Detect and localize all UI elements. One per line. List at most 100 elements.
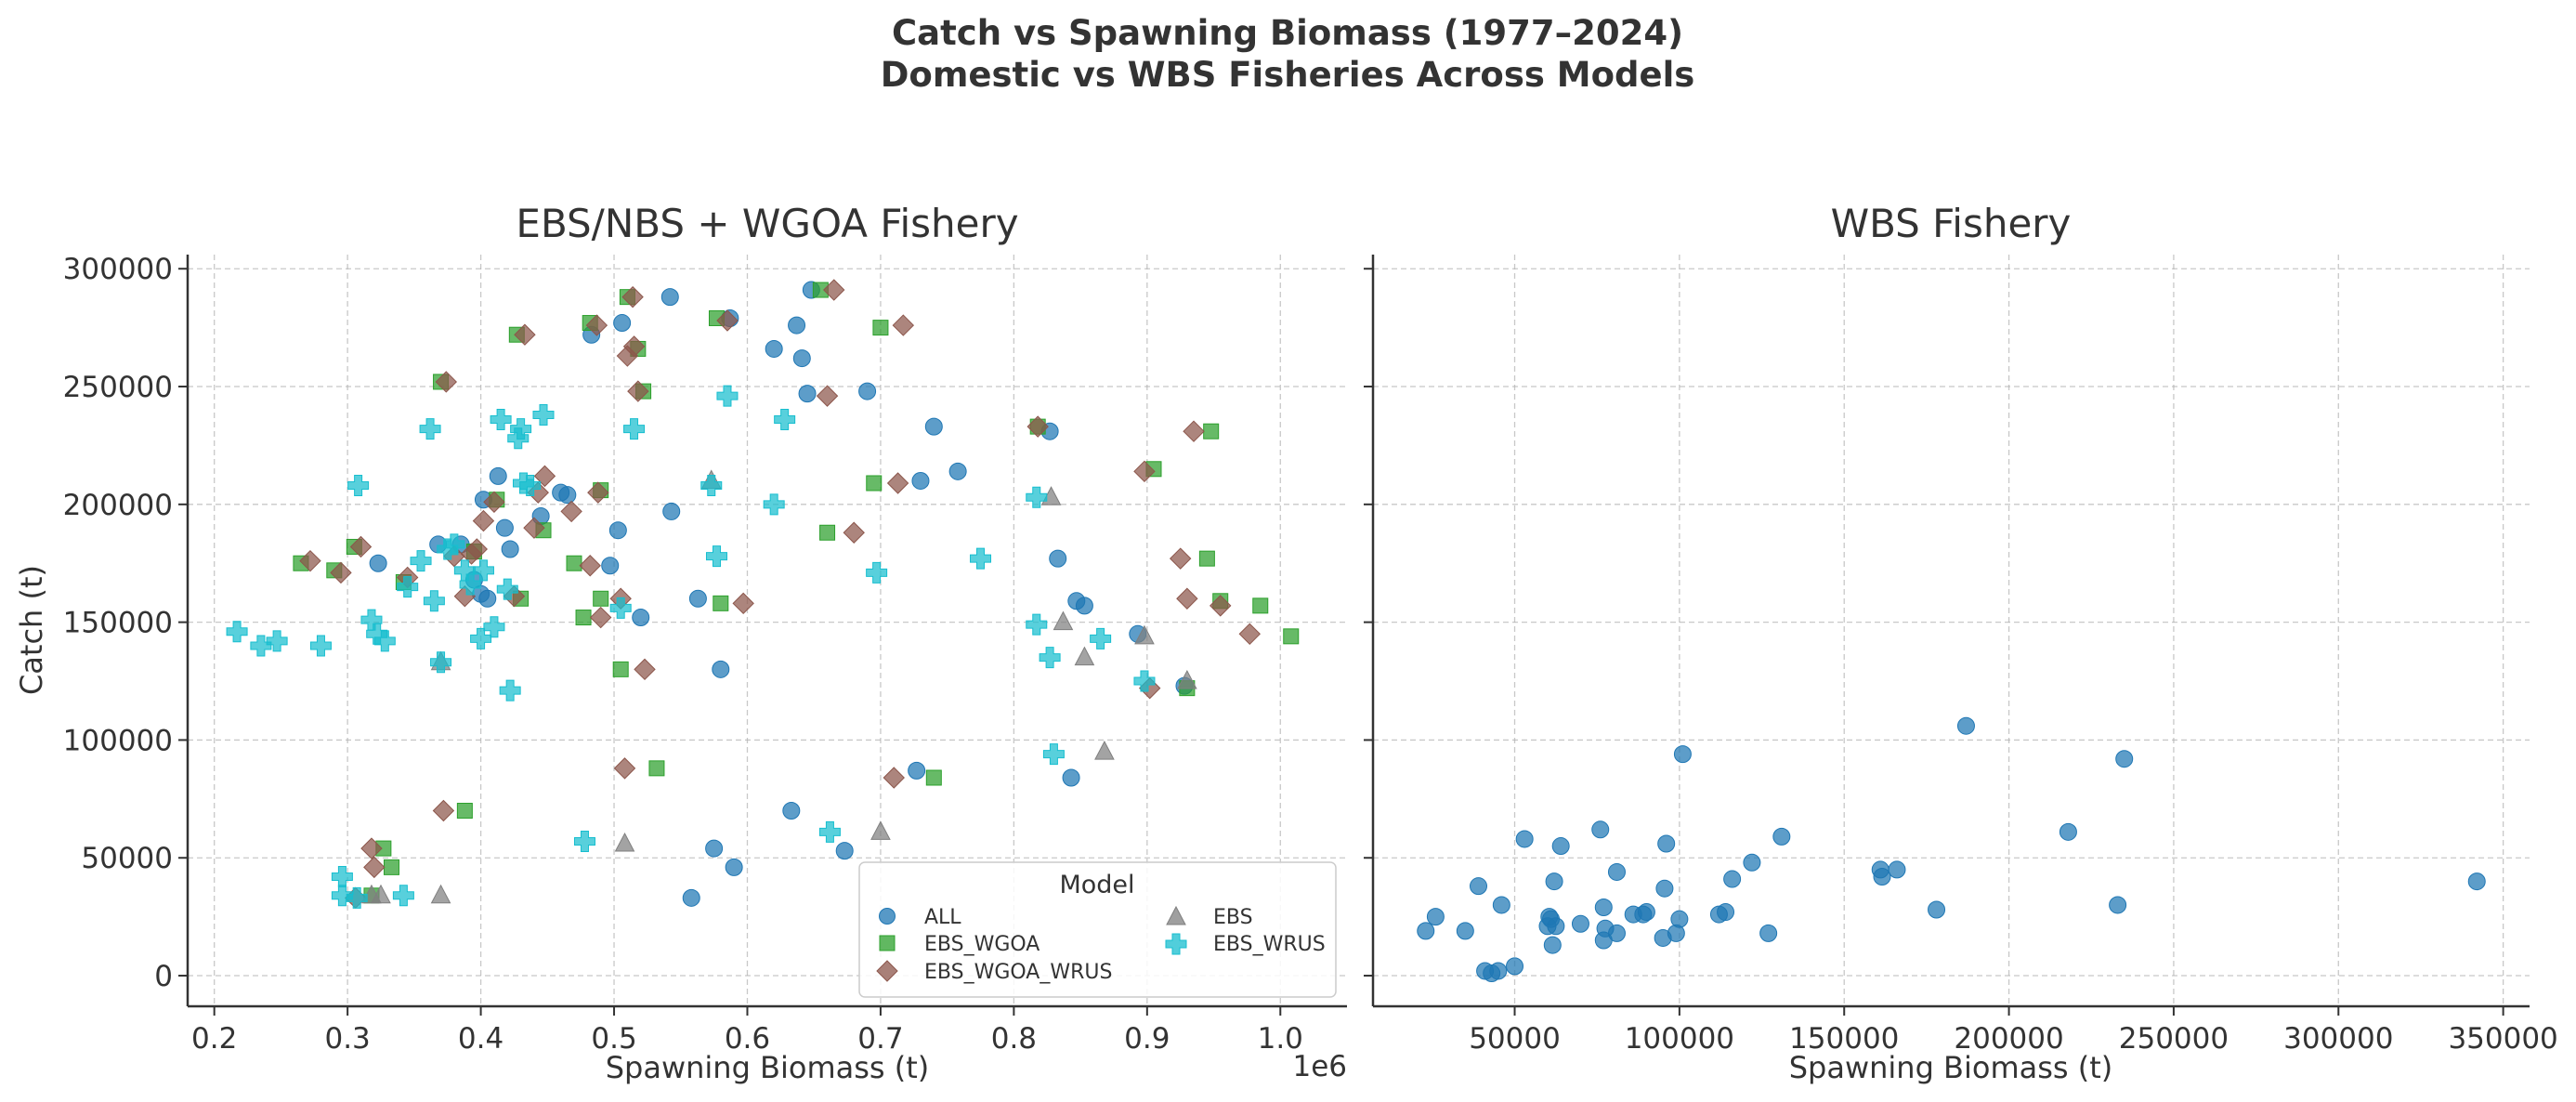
legend-marker-all (879, 908, 896, 925)
right-point-all (1873, 868, 1891, 886)
left-point-ebs (1134, 624, 1155, 645)
left-point-ebs-wgoa-wrus (465, 538, 488, 560)
figure-title-line-1: Catch vs Spawning Biomass (1977–2024) (892, 13, 1683, 53)
left-point-ebs-wgoa-wrus (732, 592, 754, 615)
right-point-all (1426, 908, 1445, 926)
right-point-all (1607, 924, 1626, 942)
right-panel-title: WBS Fishery (1831, 201, 2072, 246)
left-x-tick-label: 0.5 (591, 1022, 636, 1056)
left-point-ebs-wrus (496, 578, 518, 600)
points-left (226, 279, 1300, 910)
left-point-ebs-wrus (459, 573, 481, 596)
right-x-tick-label: 200000 (1954, 1022, 2063, 1056)
left-point-ebs-wgoa (593, 590, 609, 607)
right-point-all (1594, 898, 1613, 916)
left-point-ebs-wgoa-wrus (892, 314, 915, 336)
left-point-ebs-wrus (774, 409, 796, 431)
left-point-ebs-wgoa-wrus (634, 658, 656, 681)
left-point-all (501, 540, 519, 558)
left-point-ebs-wgoa-wrus (883, 767, 905, 789)
left-point-ebs (614, 832, 635, 852)
right-x-tick-label: 50000 (1469, 1022, 1561, 1056)
right-x-tick-label: 250000 (2119, 1022, 2229, 1056)
legend-item-ebs: EBS (1166, 905, 1253, 929)
legend-label-ebs-wgoa-wrus: EBS_WGOA_WRUS (924, 961, 1112, 984)
left-point-all (858, 382, 877, 400)
left-point-ebs-wgoa-wrus (585, 314, 608, 336)
right-point-all (1657, 834, 1676, 853)
left-panel-title: EBS/NBS + WGOA Fishery (516, 201, 1018, 246)
left-point-ebs (1177, 669, 1197, 689)
left-point-ebs-wgoa (383, 859, 399, 875)
left-x-tick-label: 0.3 (324, 1022, 370, 1056)
left-point-ebs-wrus (499, 679, 521, 702)
left-point-ebs-wgoa-wrus (560, 500, 582, 523)
legend-item-ebs-wgoa: EBS_WGOA (879, 933, 1040, 956)
legend-marker-ebs (1166, 905, 1186, 925)
legend-label-ebs: EBS (1213, 906, 1253, 929)
right-point-all (1655, 879, 1674, 898)
left-point-ebs-wrus (866, 561, 888, 584)
left-point-ebs-wrus (818, 820, 841, 843)
left-point-ebs-wgoa-wrus (523, 517, 545, 539)
left-point-all (765, 339, 783, 358)
left-point-ebs-wgoa-wrus (349, 535, 373, 558)
right-point-all (1637, 903, 1655, 922)
left-point-ebs-wrus (309, 635, 332, 657)
left-point-ebs-wrus (472, 559, 494, 582)
left-point-ebs-wgoa-wrus (432, 799, 455, 822)
left-point-ebs-wrus (1042, 743, 1065, 766)
legend-item-ebs-wrus: EBS_WRUS (1165, 933, 1326, 956)
left-point-ebs-wgoa-wrus (613, 757, 636, 780)
left-point-ebs-wrus (573, 830, 595, 852)
left-point-ebs (430, 884, 451, 904)
left-point-all (613, 314, 632, 333)
figure-title-line-2: Domestic vs WBS Fisheries Across Models (881, 55, 1695, 95)
left-point-ebs-wrus (763, 493, 785, 516)
left-point-ebs-wgoa-wrus (483, 491, 505, 513)
right-point-all (1591, 820, 1610, 839)
left-point-ebs-wgoa-wrus (1026, 415, 1049, 438)
y-tick-label: 0 (154, 960, 173, 993)
left-x-tick-label: 0.6 (725, 1022, 770, 1056)
left-point-all (558, 486, 577, 505)
left-point-ebs-wgoa-wrus (330, 561, 352, 584)
right-point-all (1723, 870, 1742, 888)
left-point-ebs (870, 820, 891, 840)
left-point-ebs-wrus (1026, 486, 1048, 508)
left-x-tick-label: 1.0 (1258, 1022, 1303, 1056)
left-point-ebs-wrus (519, 475, 542, 497)
left-x-tick-label: 0.8 (991, 1022, 1037, 1056)
left-point-all (369, 554, 387, 572)
left-point-ebs-wgoa (1283, 628, 1300, 645)
left-point-ebs-wrus (483, 616, 505, 638)
left-point-ebs-wgoa-wrus (843, 521, 865, 544)
left-point-ebs-wrus (392, 885, 414, 907)
left-point-all (660, 288, 679, 307)
left-point-all (632, 609, 650, 627)
right-point-all (1489, 962, 1508, 980)
right-point-all (1417, 922, 1435, 940)
left-point-all (608, 521, 627, 540)
right-point-all (1956, 716, 1975, 735)
left-point-ebs-wgoa-wrus (1183, 420, 1205, 442)
right-x-axis-label: Spawning Biomass (t) (1789, 1050, 2113, 1085)
left-point-ebs-wrus (470, 627, 492, 649)
left-point-ebs-wgoa-wrus (1176, 587, 1198, 610)
left-point-ebs-wrus (1026, 613, 1048, 636)
right-point-all (1759, 924, 1778, 942)
legend-label-ebs-wrus: EBS_WRUS (1213, 933, 1326, 956)
left-point-all (1075, 597, 1093, 615)
points-right (1417, 716, 2486, 982)
y-axis-label: Catch (t) (14, 565, 49, 695)
left-point-ebs-wgoa-wrus (823, 279, 845, 301)
left-point-all (1049, 549, 1067, 568)
left-point-ebs-wgoa-wrus (360, 837, 383, 859)
left-point-ebs-wgoa (1198, 550, 1215, 567)
left-x-tick-label: 0.4 (458, 1022, 503, 1056)
right-point-all (1470, 877, 1488, 896)
right-point-all (1670, 910, 1689, 928)
y-tick-label: 300000 (63, 253, 173, 286)
left-point-ebs-wgoa (575, 610, 592, 626)
left-point-all (725, 858, 743, 876)
